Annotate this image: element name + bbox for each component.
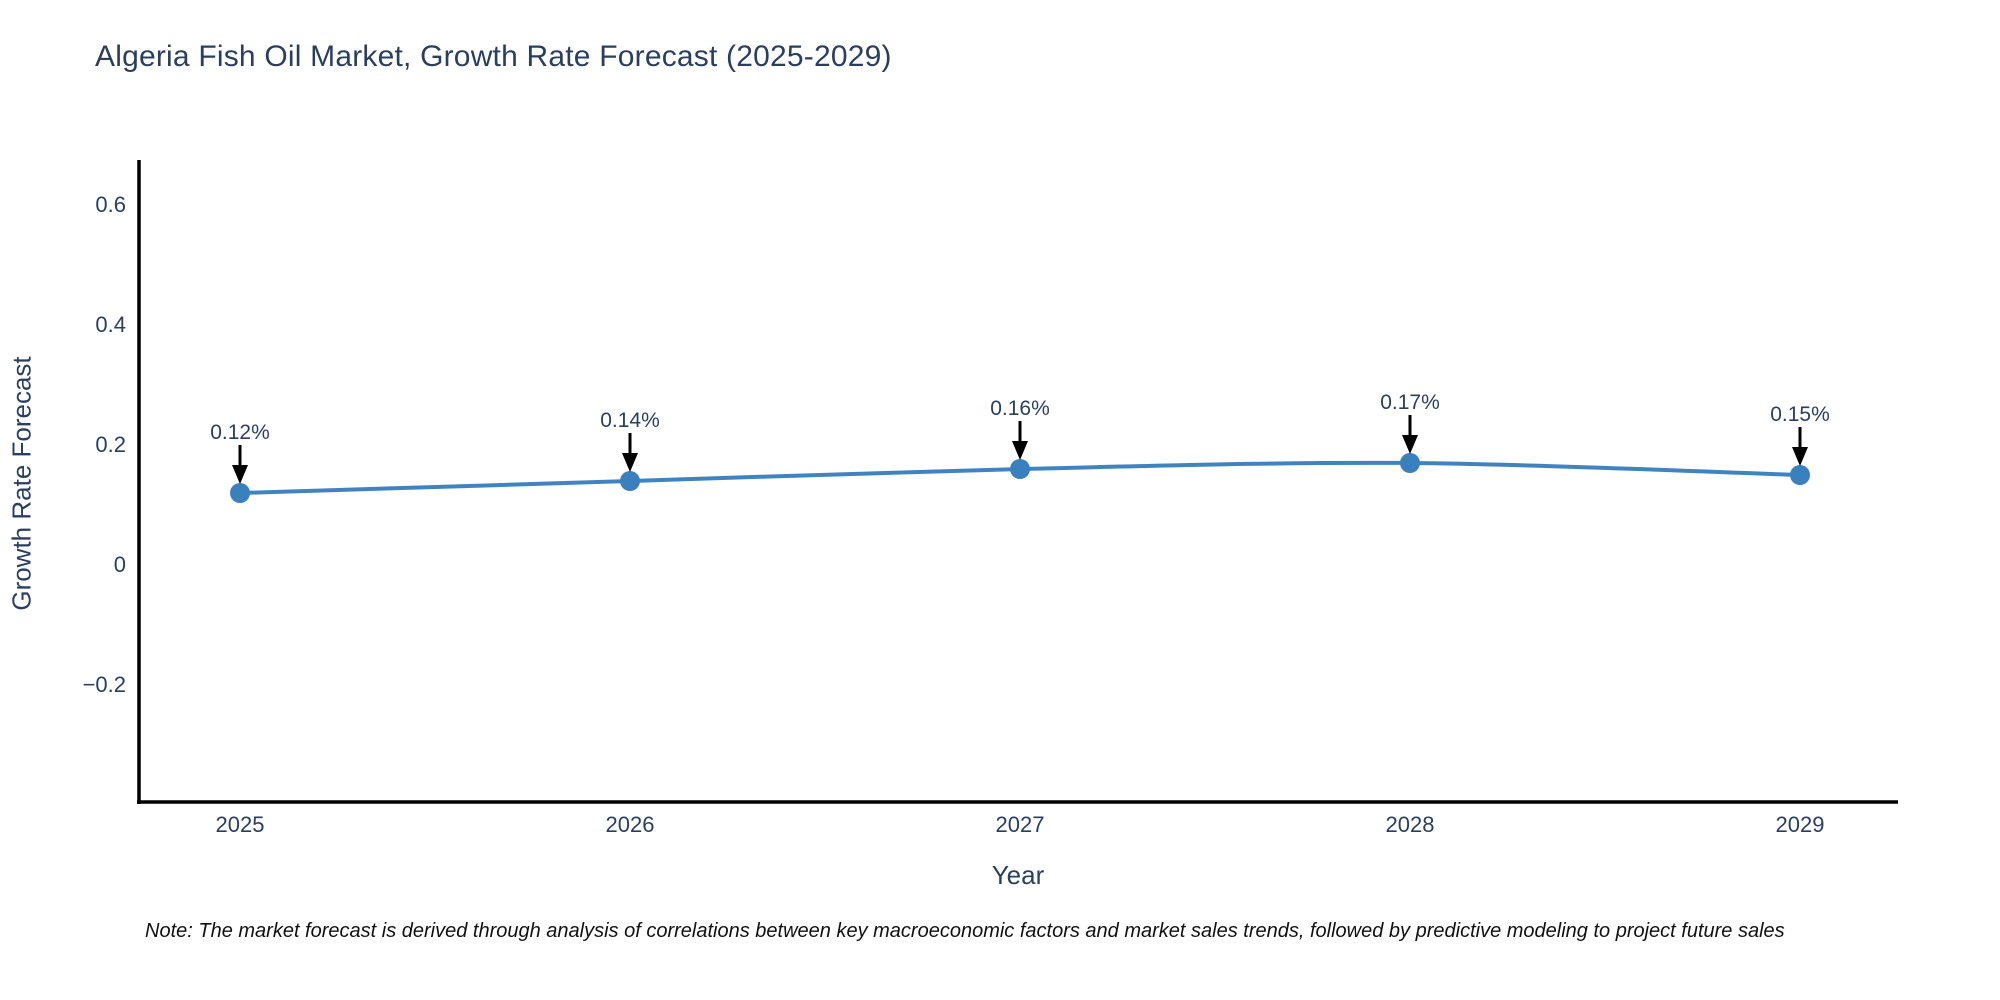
data-point-marker bbox=[1400, 453, 1420, 473]
point-value-label: 0.17% bbox=[1380, 391, 1440, 414]
data-point-marker bbox=[1790, 465, 1810, 485]
y-tick-label: 0.2 bbox=[95, 432, 126, 457]
point-value-label: 0.16% bbox=[990, 397, 1050, 420]
annotation-arrow-head bbox=[232, 465, 248, 484]
x-tick-label: 2026 bbox=[605, 812, 655, 837]
point-value-label: 0.14% bbox=[600, 409, 660, 432]
data-point-marker bbox=[620, 471, 640, 491]
x-tick-label: 2029 bbox=[1775, 812, 1825, 837]
annotation-arrow-head bbox=[1402, 435, 1418, 454]
y-tick-label: −0.2 bbox=[82, 672, 126, 697]
x-tick-label: 2025 bbox=[215, 812, 265, 837]
annotation-arrow-head bbox=[1012, 441, 1028, 460]
y-tick-label: 0.4 bbox=[95, 312, 126, 337]
data-point-marker bbox=[1010, 459, 1030, 479]
y-tick-label: 0 bbox=[113, 552, 126, 577]
x-axis-title: Year bbox=[991, 860, 1045, 890]
footnote: Note: The market forecast is derived thr… bbox=[145, 920, 1785, 942]
annotation-arrow-head bbox=[1792, 447, 1808, 466]
y-tick-label: 0.6 bbox=[95, 192, 126, 217]
x-tick-label: 2027 bbox=[995, 812, 1045, 837]
x-tick-label: 2028 bbox=[1385, 812, 1435, 837]
data-point-marker bbox=[230, 483, 250, 503]
point-value-label: 0.15% bbox=[1770, 403, 1830, 426]
point-value-label: 0.12% bbox=[210, 421, 270, 444]
annotation-arrow-head bbox=[622, 453, 638, 472]
chart-title: Algeria Fish Oil Market, Growth Rate For… bbox=[95, 40, 892, 73]
